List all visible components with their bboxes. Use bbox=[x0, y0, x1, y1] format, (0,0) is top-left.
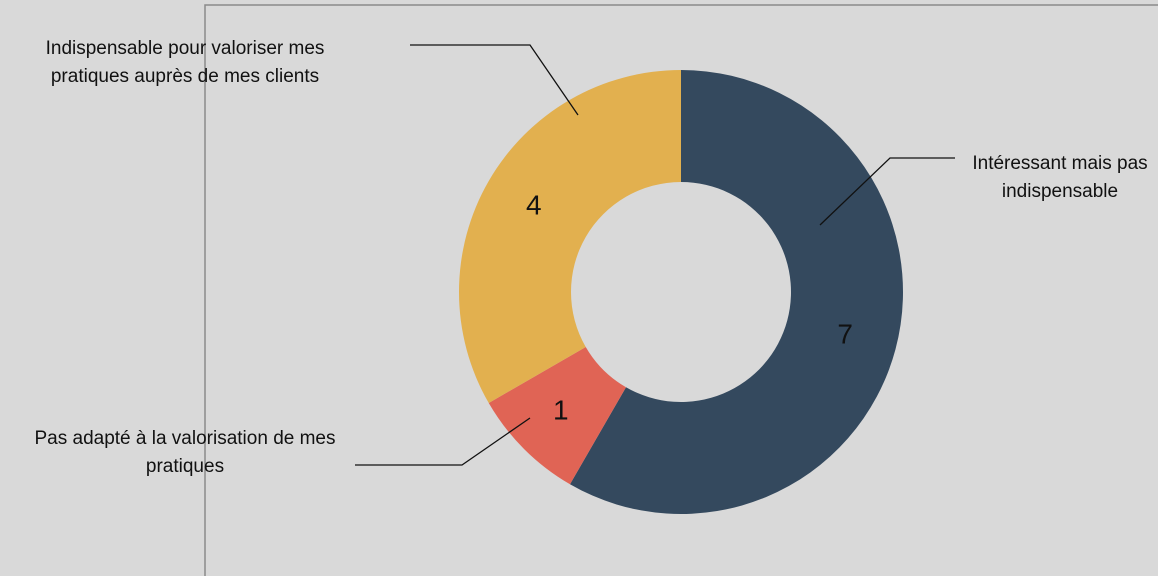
frame bbox=[204, 4, 1158, 576]
leader-line bbox=[355, 417, 531, 466]
donut-segment bbox=[459, 70, 681, 403]
leader-line bbox=[410, 44, 579, 116]
value-label: 4 bbox=[526, 189, 542, 220]
leader-line bbox=[819, 157, 955, 226]
donut-segment bbox=[570, 70, 904, 514]
category-label: Pas adapté à la valorisation de mes prat… bbox=[34, 428, 336, 477]
value-label: 1 bbox=[553, 395, 569, 426]
value-label: 7 bbox=[837, 318, 853, 349]
donut-segment bbox=[488, 347, 626, 485]
category-label: Indispensable pour valoriser mes pratiqu… bbox=[45, 38, 325, 87]
category-label: Intéressant mais pas indispensable bbox=[972, 153, 1148, 202]
